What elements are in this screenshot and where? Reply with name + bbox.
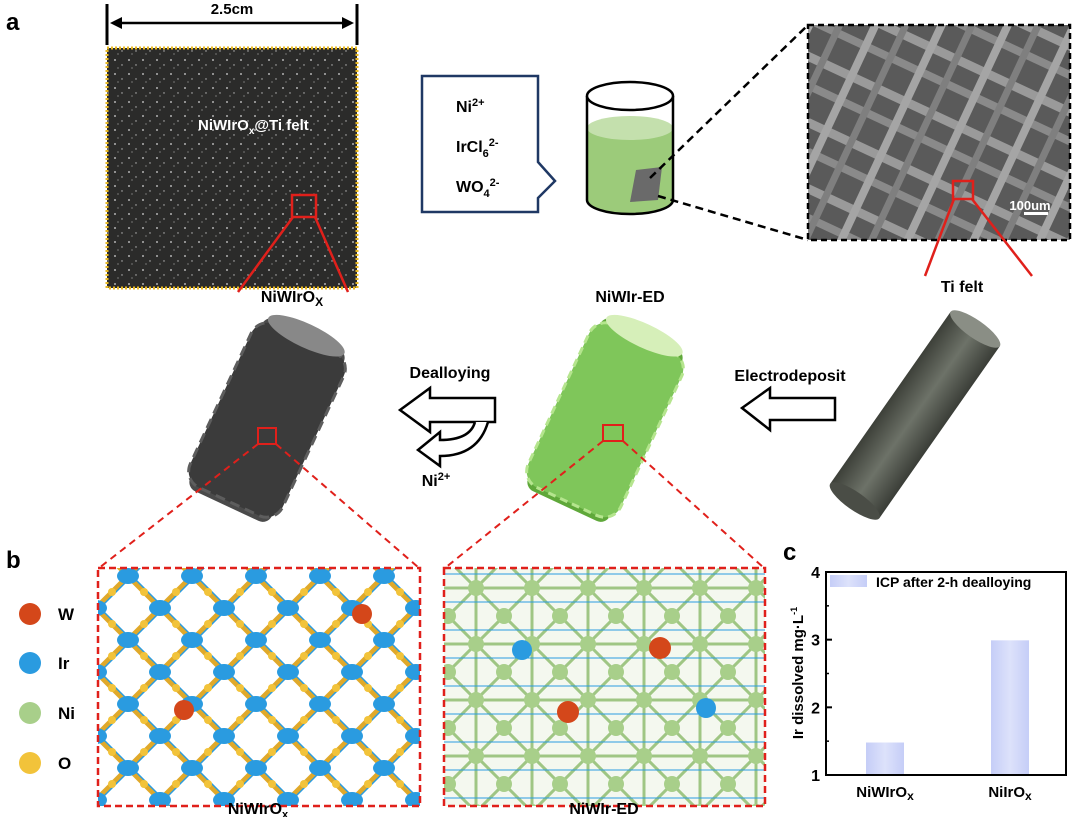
atom-legend: W Ir Ni O: [19, 603, 75, 774]
y-tick-label: 2: [811, 700, 820, 717]
label-niwired-top: NiWIr-ED: [595, 289, 664, 306]
bar-chart: Ir dissolved mg·L-1 ICP after 2-h deallo…: [789, 565, 1067, 803]
ti-rod: [829, 310, 1001, 520]
scale-bar: 2.5cm: [105, 1, 359, 45]
electrodeposit-label: Electrodeposit: [734, 368, 846, 385]
niwired-structure: [442, 566, 767, 808]
x-tick-label: NiWIrOx: [856, 784, 914, 803]
niwirox-structure: [96, 566, 422, 808]
legend-ir: Ir: [19, 652, 70, 674]
solution-callout: Ni2+ IrCl62- WO42-: [420, 74, 557, 214]
label-niwirox: NiWIrOX: [261, 289, 323, 309]
bar: [991, 640, 1029, 775]
label-ti-felt: Ti felt: [941, 279, 984, 296]
legend-ni: Ni: [19, 702, 75, 724]
legend-label: ICP after 2-h dealloying: [876, 574, 1031, 590]
niwirox-rod: [187, 314, 347, 522]
panel-label-c: c: [783, 539, 796, 566]
sem-scale-label: 100um: [1009, 198, 1050, 213]
svg-text:W: W: [58, 605, 75, 624]
zoom-marker: [290, 193, 318, 219]
dealloying-arrow: [397, 385, 497, 435]
ion-ircl6: IrCl62-: [456, 137, 499, 160]
sem-image: 100um: [806, 23, 1072, 277]
y-tick-label: 3: [811, 633, 820, 650]
electrodeposit-arrow: [739, 385, 837, 433]
legend-o: O: [19, 752, 71, 774]
y-tick-label: 4: [811, 565, 820, 582]
label-b-niwirox: NiWIrOx: [228, 801, 289, 817]
svg-text:Ir: Ir: [58, 654, 70, 673]
legend-swatch: [830, 575, 867, 587]
ni-release-label: Ni2+: [422, 471, 451, 490]
scale-label: 2.5cm: [211, 1, 254, 18]
ion-wo4: WO42-: [456, 177, 500, 200]
legend-w: W: [19, 603, 75, 625]
ion-ni: Ni2+: [456, 97, 485, 116]
dealloying-label: Dealloying: [410, 365, 491, 382]
panel-label-a: a: [6, 9, 20, 36]
label-b-niwired: NiWIr-ED: [569, 801, 638, 817]
ni-release-arrow: [415, 421, 490, 469]
plot-frame: [825, 571, 1067, 776]
y-axis-label: Ir dissolved mg·L-1: [789, 607, 807, 739]
bar: [866, 742, 904, 775]
photo-label: NiWIrOx@Ti felt: [198, 117, 309, 137]
panel-label-b: b: [6, 547, 21, 574]
beaker: [585, 80, 675, 216]
svg-text:Ni: Ni: [58, 704, 75, 723]
svg-text:O: O: [58, 754, 71, 773]
x-tick-label: NiIrOx: [988, 784, 1032, 803]
niwired-rod: [525, 314, 685, 522]
y-tick-label: 1: [811, 768, 820, 785]
sample-photo: NiWIrOx@Ti felt: [105, 46, 359, 293]
